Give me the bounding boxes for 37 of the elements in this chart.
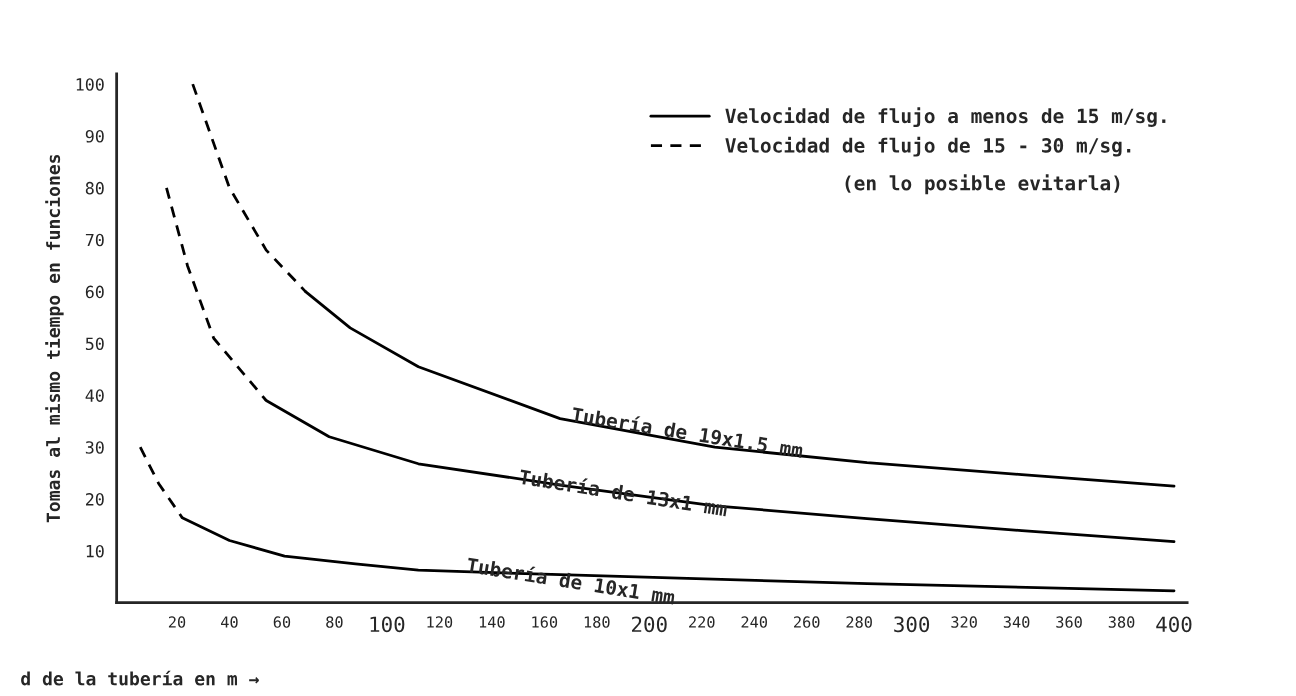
y-tick-label: 70 <box>85 233 104 247</box>
x-tick-label: 200 <box>632 616 667 633</box>
x-tick-label: 320 <box>951 616 977 628</box>
y-tick-label: 80 <box>85 181 104 195</box>
x-tick-label: 280 <box>846 616 872 628</box>
annotation: Tubería de 19x1.5 mm <box>571 406 804 459</box>
x-tick-label: 240 <box>741 616 768 628</box>
legend-label: Velocidad de flujo a menos de 15 m/sg. <box>725 107 1166 127</box>
x-tick-label: 20 <box>168 616 186 628</box>
x-tick-label: 100 <box>370 616 405 633</box>
annotation: (en lo posible evitarla) <box>845 174 1120 195</box>
x-tick-label: 60 <box>273 616 291 628</box>
legend-label: Velocidad de flujo de 15 - 30 m/sg. <box>725 136 1131 157</box>
x-tick-label: 300 <box>894 616 930 633</box>
x-tick-label: 260 <box>794 616 820 628</box>
x-tick-label: 80 <box>326 616 343 628</box>
x-tick-label: 180 <box>584 616 610 628</box>
x-tick-label: 120 <box>427 616 453 628</box>
y-tick-label: 10 <box>86 544 104 558</box>
x-tick-label: 140 <box>479 616 505 628</box>
y-tick-label: 30 <box>85 441 104 454</box>
y-tick-label: 100 <box>76 78 104 91</box>
y-axis-title: Tomas al mismo tiempo en funciones <box>45 154 64 523</box>
x-tick-label: 220 <box>689 616 715 628</box>
x-tick-label: 40 <box>221 616 238 628</box>
y-tick-label: 90 <box>85 130 104 143</box>
y-tick-label: 40 <box>85 389 104 402</box>
y-tick-label: 60 <box>85 285 104 299</box>
y-tick-label: 20 <box>86 493 104 506</box>
x-tick-label: 160 <box>532 616 558 628</box>
annotation: Tubería de 13x1 mm <box>518 468 728 517</box>
x-tick-label: 380 <box>1108 616 1135 628</box>
x-axis-title: d de la tubería en m → <box>21 670 259 686</box>
y-tick-label: 50 <box>85 337 104 351</box>
x-tick-label: 400 <box>1156 616 1192 633</box>
x-tick-label: 340 <box>1003 616 1030 628</box>
x-tick-label: 360 <box>1056 616 1082 628</box>
